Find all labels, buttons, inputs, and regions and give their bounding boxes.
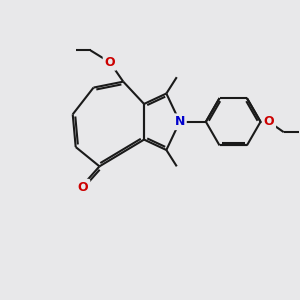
Text: N: N: [175, 115, 185, 128]
Text: O: O: [78, 181, 88, 194]
Text: O: O: [105, 56, 115, 69]
Text: O: O: [264, 115, 274, 128]
